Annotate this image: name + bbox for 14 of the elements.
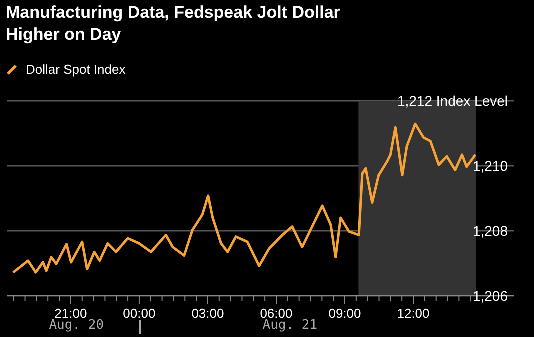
x-tick-label: 03:00 bbox=[192, 306, 224, 321]
text: Aug. 20 bbox=[48, 318, 106, 333]
y-tick-label: 1,206 bbox=[472, 288, 508, 304]
y-tick-label: 1,212 Index Level bbox=[397, 92, 508, 109]
x-tick-label: 06:00 bbox=[260, 306, 293, 321]
text: Aug. 21 bbox=[262, 318, 319, 333]
x-tick-label: 00:00 bbox=[123, 306, 156, 321]
x-tick-label: 21:00 bbox=[54, 306, 88, 321]
x-tick-label: 09:00 bbox=[328, 306, 362, 321]
chart-title: Manufacturing Data, Fedspeak Jolt Dollar Higher on Day bbox=[6, 2, 342, 46]
y-tick-label: 1,210 bbox=[472, 158, 508, 174]
y-tick-label: 1,208 bbox=[472, 222, 508, 239]
x-tick-label: 12:00 bbox=[397, 306, 430, 321]
legend-label: Dollar Spot Index bbox=[26, 62, 126, 77]
